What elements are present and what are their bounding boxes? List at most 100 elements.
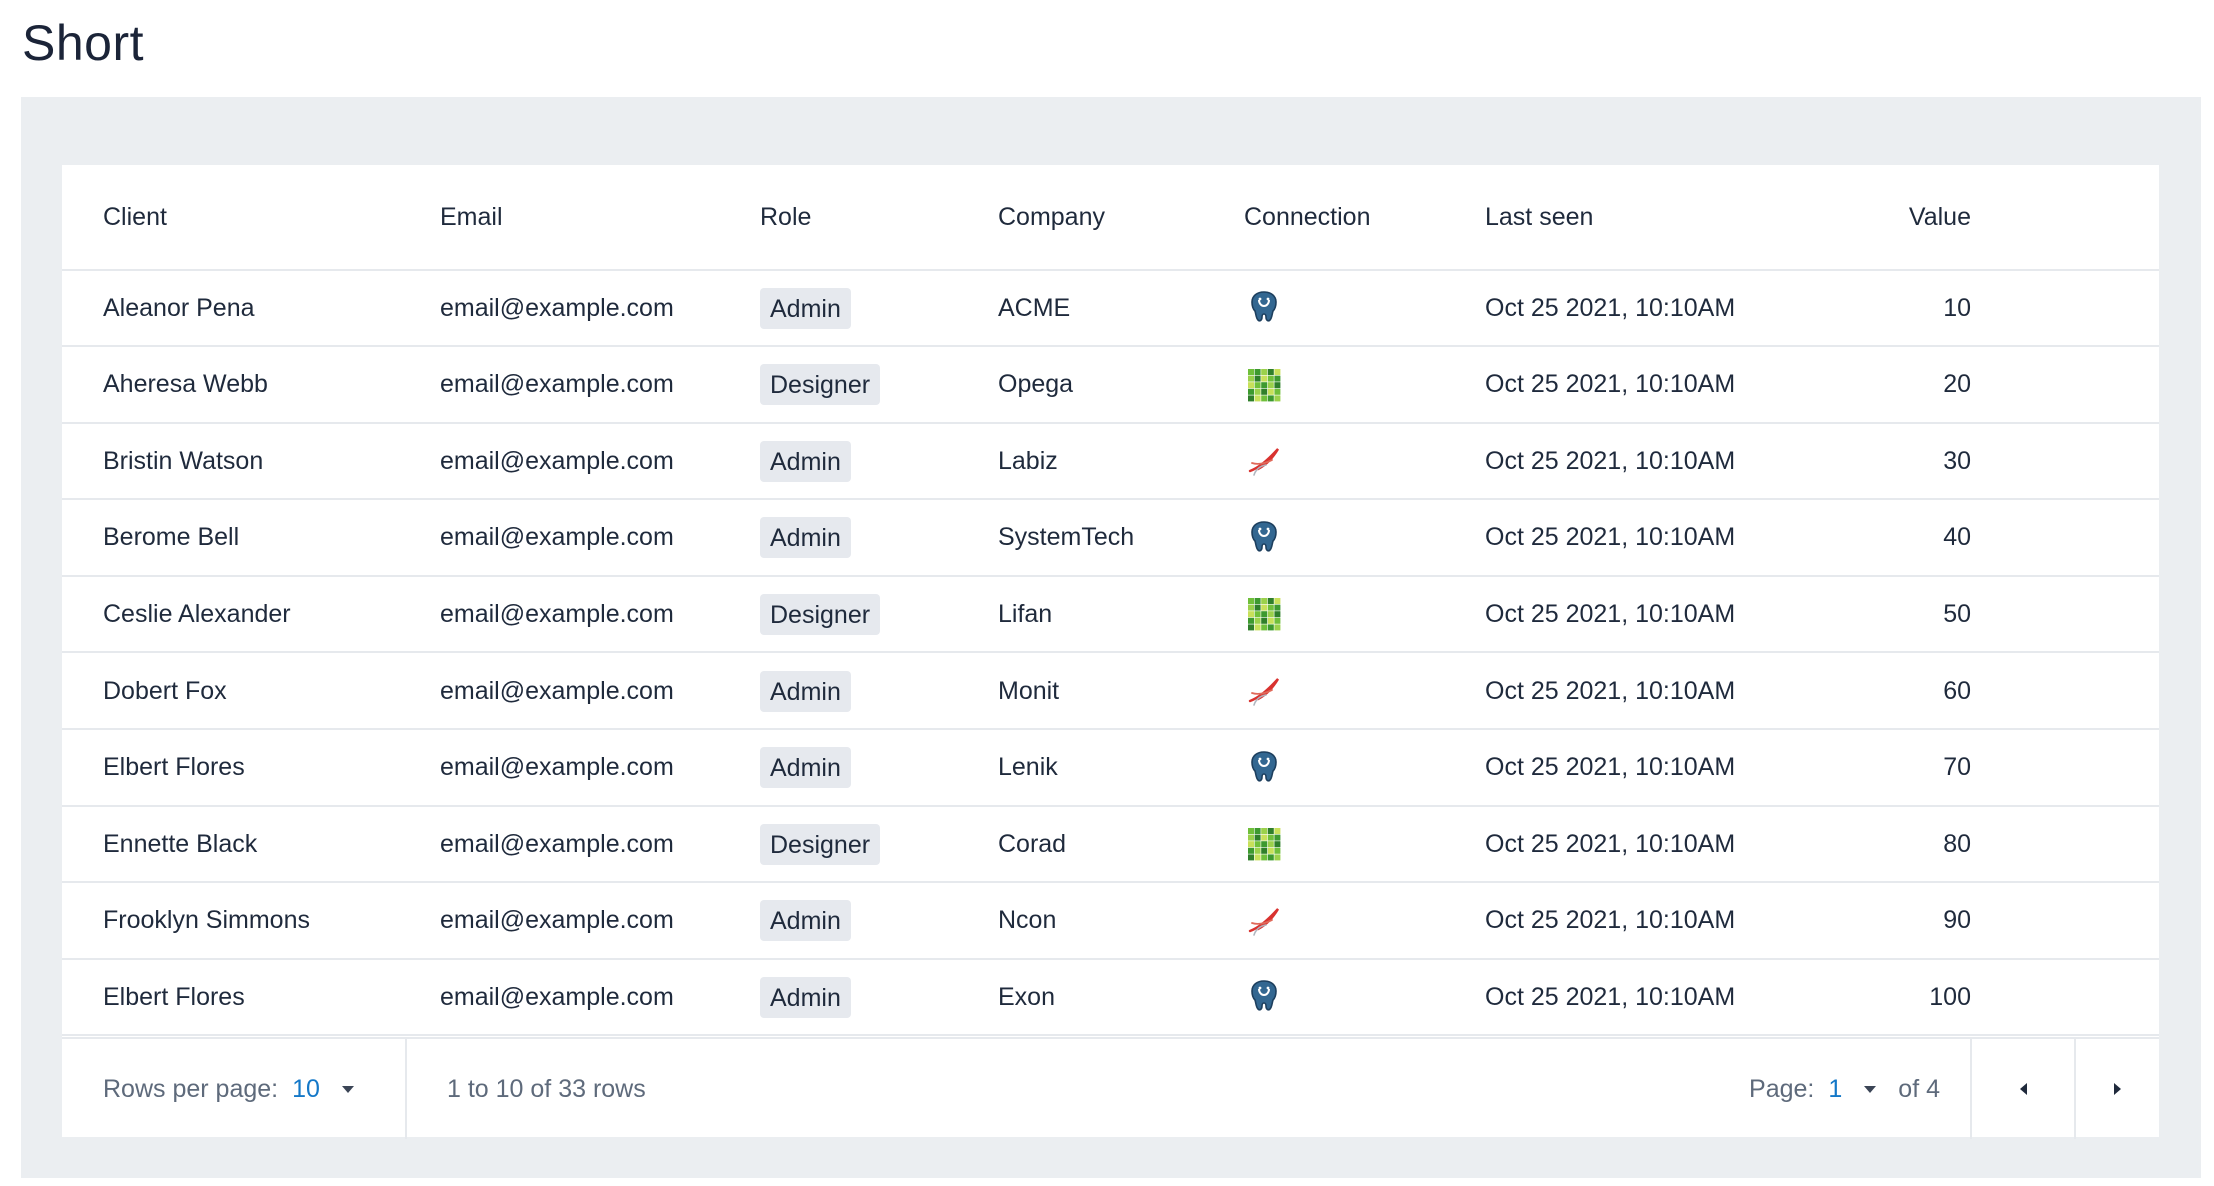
- role-badge: Admin: [760, 900, 851, 942]
- client-name: Bristin Watson: [103, 446, 264, 475]
- page-title: Short: [22, 15, 145, 71]
- table-panel: Client Email Role Company Connection Las…: [21, 97, 2201, 1178]
- connection-cell: [1244, 731, 1364, 805]
- column-header-value[interactable]: Value: [1908, 202, 1971, 231]
- row-value: 80: [1943, 829, 1971, 858]
- column-header-role[interactable]: Role: [760, 202, 812, 231]
- caret-left-icon: [2019, 1083, 2027, 1095]
- connection-cell: [1244, 960, 1364, 1034]
- table-row[interactable]: Elbert Flores email@example.com Admin Lenik…: [62, 731, 2159, 807]
- company-name: Exon: [998, 982, 1055, 1011]
- column-header-email[interactable]: Email: [440, 202, 503, 231]
- column-header-company[interactable]: Company: [998, 202, 1105, 231]
- client-email: email@example.com: [440, 370, 674, 399]
- table-row[interactable]: Dobert Fox email@example.com Admin Monit Oct…: [62, 654, 2159, 730]
- role-badge: Admin: [760, 440, 851, 482]
- table-row[interactable]: Berome Bell email@example.com Admin SystemT…: [62, 501, 2159, 577]
- role-cell: Admin: [760, 271, 960, 345]
- greenplum-icon: [1244, 824, 1284, 864]
- column-header-client[interactable]: Client: [103, 202, 167, 231]
- client-name: Berome Bell: [103, 523, 240, 552]
- last-seen: Oct 25 2021, 10:10AM: [1485, 753, 1736, 782]
- company-name: Opega: [998, 370, 1074, 399]
- last-seen: Oct 25 2021, 10:10AM: [1485, 982, 1736, 1011]
- client-name: Dobert Fox: [103, 676, 227, 705]
- page-label: Page:: [1749, 1074, 1815, 1103]
- role-badge: Designer: [760, 593, 881, 635]
- role-cell: Admin: [760, 654, 960, 728]
- table-row[interactable]: Elbert Flores email@example.com Admin Exon O…: [62, 960, 2159, 1037]
- company-name: Labiz: [998, 446, 1058, 475]
- role-cell: Designer: [760, 577, 960, 651]
- company-name: Corad: [998, 829, 1067, 858]
- client-email: email@example.com: [440, 753, 674, 782]
- row-value: 30: [1943, 446, 1971, 475]
- table-row[interactable]: Bristin Watson email@example.com Admin Labi…: [62, 424, 2159, 501]
- role-cell: Admin: [760, 424, 960, 498]
- role-badge: Admin: [760, 670, 851, 712]
- sqlserver-icon: [1244, 901, 1284, 941]
- connection-cell: [1244, 501, 1364, 575]
- connection-cell: [1244, 654, 1364, 728]
- client-name: Ennette Black: [103, 829, 258, 858]
- connection-cell: [1244, 807, 1364, 881]
- row-range-text: 1 to 10 of 33 rows: [447, 1074, 646, 1103]
- client-email: email@example.com: [440, 523, 674, 552]
- greenplum-icon: [1244, 365, 1284, 405]
- last-seen: Oct 25 2021, 10:10AM: [1485, 446, 1736, 475]
- company-name: ACME: [998, 293, 1071, 322]
- table-row[interactable]: Ennette Black email@example.com Designer Co…: [62, 807, 2159, 884]
- page-select[interactable]: 1: [1828, 1074, 1843, 1103]
- company-name: Monit: [998, 676, 1060, 705]
- caret-right-icon: [2114, 1083, 2121, 1095]
- client-email: email@example.com: [440, 446, 674, 475]
- sqlserver-icon: [1244, 441, 1284, 481]
- row-value: 50: [1943, 599, 1971, 628]
- table-row[interactable]: Frooklyn Simmons email@example.com Admin Nc…: [62, 884, 2159, 960]
- role-badge: Admin: [760, 287, 851, 329]
- postgresql-icon: [1244, 288, 1284, 328]
- column-header-connection[interactable]: Connection: [1244, 202, 1371, 231]
- client-email: email@example.com: [440, 982, 674, 1011]
- role-cell: Designer: [760, 348, 960, 422]
- company-name: Lifan: [998, 599, 1053, 628]
- rows-per-page-control: Rows per page: 10: [62, 1039, 407, 1139]
- client-email: email@example.com: [440, 293, 674, 322]
- chevron-down-icon[interactable]: [341, 1085, 354, 1093]
- role-badge: Designer: [760, 823, 881, 865]
- previous-page-button[interactable]: [1970, 1039, 2074, 1139]
- role-cell: Admin: [760, 731, 960, 805]
- client-email: email@example.com: [440, 906, 674, 935]
- company-name: SystemTech: [998, 523, 1135, 552]
- data-table: Client Email Role Company Connection Las…: [62, 165, 2159, 1139]
- postgresql-icon: [1244, 748, 1284, 788]
- row-value: 60: [1943, 676, 1971, 705]
- client-name: Aleanor Pena: [103, 293, 255, 322]
- last-seen: Oct 25 2021, 10:10AM: [1485, 293, 1736, 322]
- client-email: email@example.com: [440, 599, 674, 628]
- role-cell: Designer: [760, 807, 960, 881]
- chevron-down-icon[interactable]: [1864, 1085, 1877, 1093]
- company-name: Ncon: [998, 906, 1057, 935]
- client-name: Frooklyn Simmons: [103, 906, 310, 935]
- role-badge: Designer: [760, 364, 881, 406]
- role-badge: Admin: [760, 517, 851, 559]
- next-page-button[interactable]: [2074, 1039, 2159, 1139]
- rows-per-page-select[interactable]: 10: [292, 1074, 320, 1103]
- row-value: 70: [1943, 753, 1971, 782]
- row-value: 10: [1943, 293, 1971, 322]
- last-seen: Oct 25 2021, 10:10AM: [1485, 370, 1736, 399]
- postgresql-icon: [1244, 518, 1284, 558]
- client-name: Elbert Flores: [103, 753, 245, 782]
- table-row[interactable]: Ceslie Alexander email@example.com Designe…: [62, 577, 2159, 654]
- table-row[interactable]: Aleanor Pena email@example.com Admin ACME Oc…: [62, 271, 2159, 347]
- table-row[interactable]: Aheresa Webb email@example.com Designer Ope…: [62, 348, 2159, 424]
- role-badge: Admin: [760, 747, 851, 789]
- role-badge: Admin: [760, 976, 851, 1018]
- client-email: email@example.com: [440, 829, 674, 858]
- column-header-last-seen[interactable]: Last seen: [1485, 202, 1594, 231]
- row-value: 20: [1943, 370, 1971, 399]
- connection-cell: [1244, 577, 1364, 651]
- pagination-bar: Rows per page: 10 1 to 10 of 33 rows Pag…: [62, 1037, 2159, 1139]
- row-value: 90: [1943, 906, 1971, 935]
